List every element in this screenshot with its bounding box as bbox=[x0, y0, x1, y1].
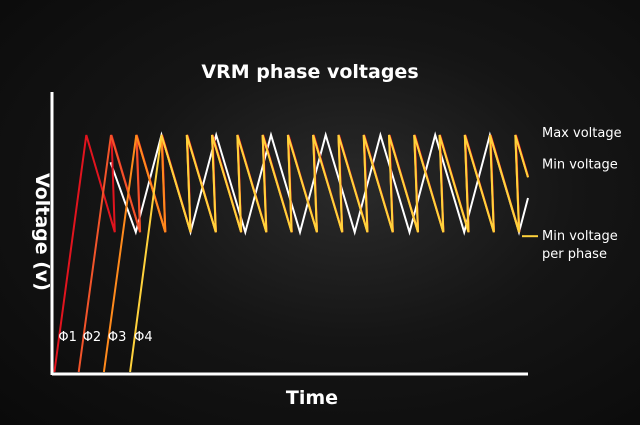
phase-series-4 bbox=[129, 134, 529, 373]
phase-label-2: Φ2 bbox=[83, 330, 102, 345]
series-layer: Φ1 Φ2 Φ3 Φ4 bbox=[53, 131, 529, 373]
x-axis-title: Time bbox=[286, 387, 338, 409]
phase-label-4: Φ4 bbox=[134, 330, 153, 345]
y-axis-title: Voltage (v) bbox=[31, 173, 53, 291]
annotation-1: Max voltage bbox=[542, 126, 622, 141]
phase-label-1: Φ1 bbox=[58, 330, 77, 345]
phase-label-3: Φ3 bbox=[108, 330, 127, 345]
annotation-2: Min voltage bbox=[542, 157, 618, 172]
annotation-3: Min voltage bbox=[542, 229, 618, 244]
annotation-4: per phase bbox=[542, 247, 607, 262]
annotation-layer: Max voltage Min voltage Min voltage per pha… bbox=[522, 126, 622, 262]
chart-title: VRM phase voltages bbox=[201, 61, 418, 83]
